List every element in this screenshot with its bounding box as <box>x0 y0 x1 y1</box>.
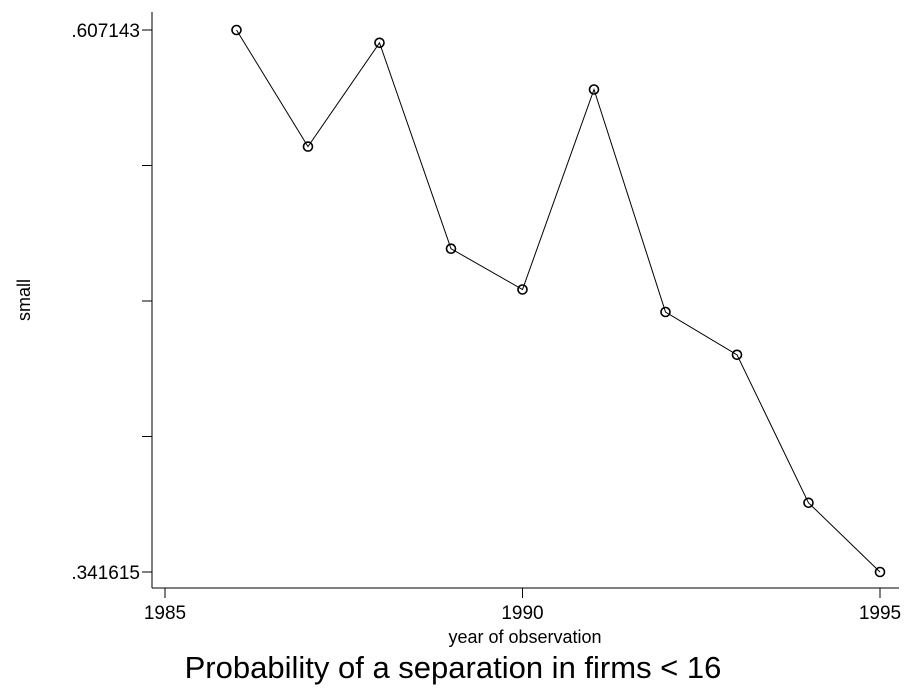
x-axis-label: year of observation <box>448 627 601 647</box>
series-group <box>231 24 886 578</box>
series-line <box>236 29 881 573</box>
data-point <box>374 37 385 49</box>
y-axis-label: small <box>14 279 34 321</box>
data-point <box>517 284 528 295</box>
axes <box>151 12 899 589</box>
axis-labels: small year of observation Probability of… <box>14 279 721 685</box>
data-point <box>874 566 886 578</box>
data-point <box>231 24 242 36</box>
data-point <box>445 243 457 254</box>
x-tick-label: 1985 <box>144 603 186 624</box>
x-ticks: 1985 1990 1995 <box>144 588 901 624</box>
chart-title: Probability of a separation in firms < 1… <box>185 650 722 685</box>
data-point <box>302 141 314 152</box>
x-tick-label: 1995 <box>859 603 901 624</box>
data-point <box>803 497 814 509</box>
data-point <box>660 306 671 318</box>
data-point <box>588 84 600 95</box>
data-point <box>731 349 743 361</box>
y-tick-label: .607143 <box>71 21 140 42</box>
x-tick-label: 1990 <box>501 603 543 624</box>
y-tick-label: .341615 <box>71 563 140 584</box>
y-ticks: .341615 .607143 <box>71 21 152 584</box>
